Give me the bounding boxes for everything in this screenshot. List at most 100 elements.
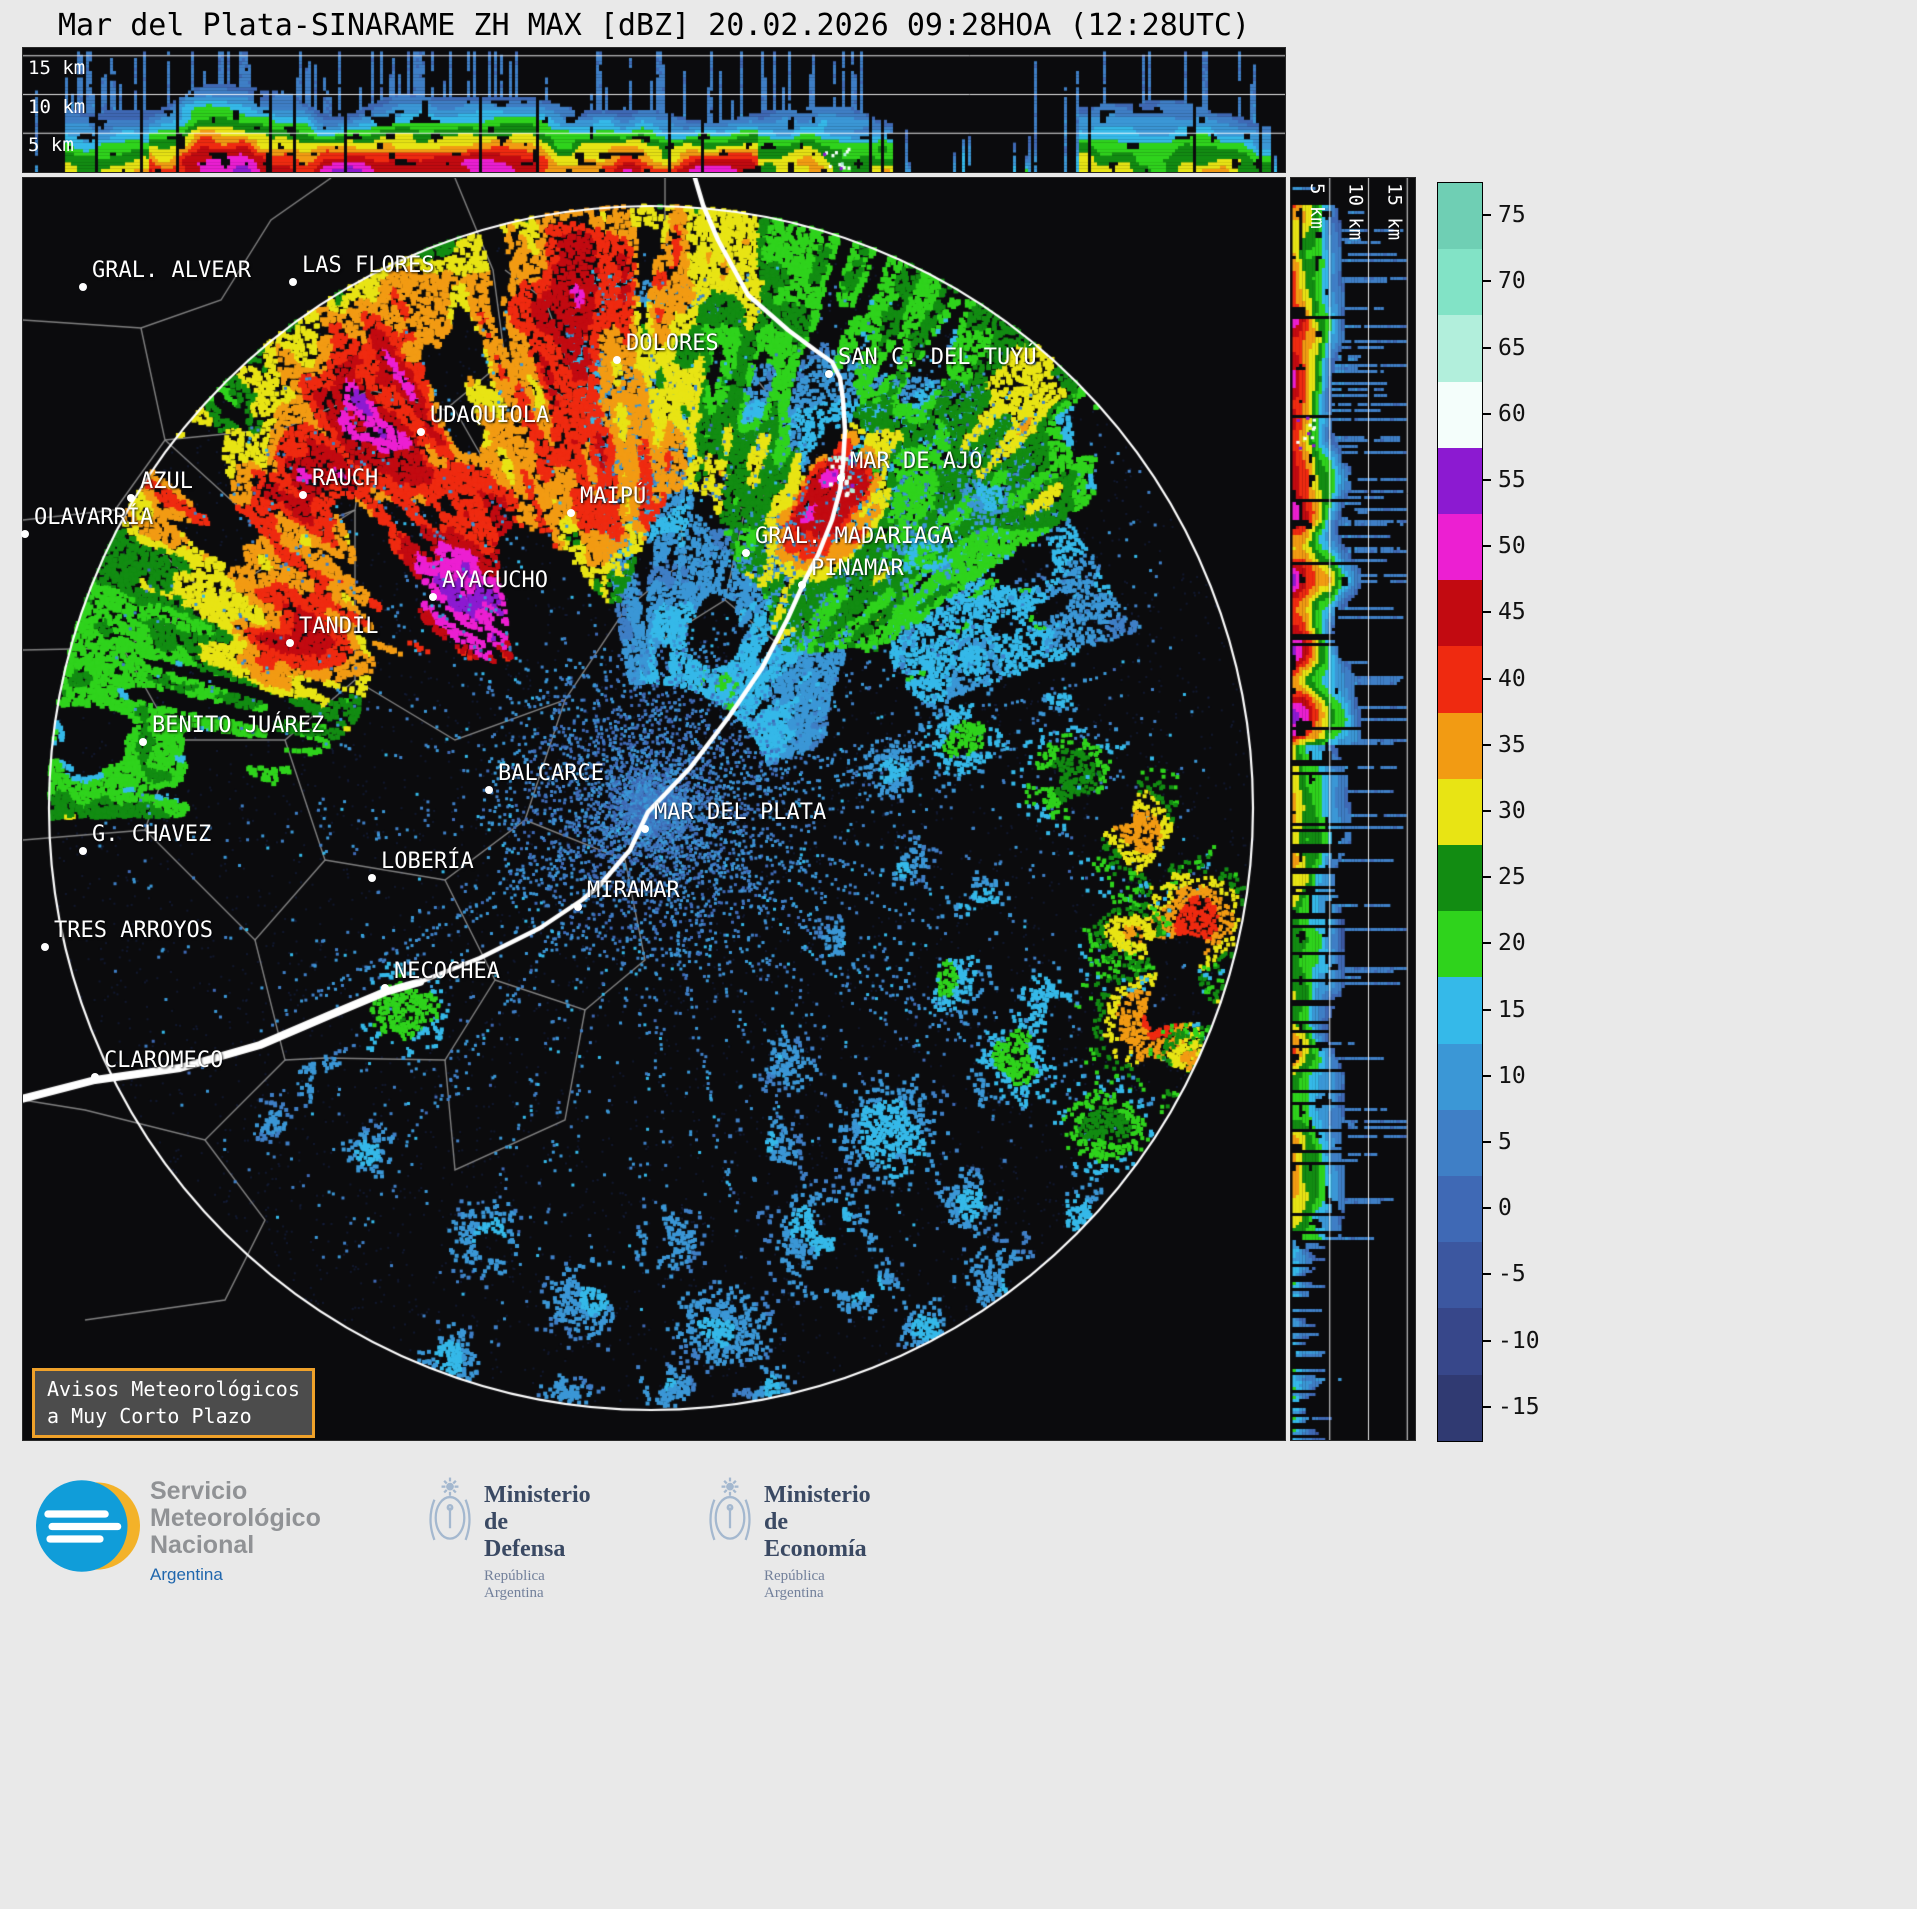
tick-value: 5 (1498, 1129, 1512, 1156)
tick-value: 75 (1498, 202, 1526, 229)
tick-value: 65 (1498, 334, 1526, 361)
colorbar-tick: 70 (1483, 268, 1526, 294)
tick-mark (1483, 1405, 1491, 1408)
colorbar-tick: 40 (1483, 666, 1526, 692)
city-dot (139, 738, 147, 746)
tick-mark (1483, 545, 1491, 548)
defensa-subtitle: República Argentina (484, 1568, 545, 1601)
height-axis-label: 10 km (1344, 183, 1367, 241)
tick-mark (1483, 1141, 1491, 1144)
tick-value: 50 (1498, 533, 1526, 560)
colorbar-segment-10 (1438, 1043, 1482, 1110)
colorbar-tick: 75 (1483, 202, 1526, 228)
colorbar-segment-75 (1438, 183, 1482, 250)
colorbar-segment-65 (1438, 315, 1482, 382)
city-dot (286, 639, 294, 647)
colorbar-tick: 60 (1483, 401, 1526, 427)
city-dot (574, 903, 582, 911)
smn-line2: Meteorológico (150, 1504, 321, 1532)
colorbar-tick: 45 (1483, 599, 1526, 625)
height-axis-label: 5 km (1305, 183, 1328, 229)
colorbar-segment--5 (1438, 1242, 1482, 1309)
city-label: BENITO JUÁREZ (152, 713, 325, 738)
city-label: OLAVARRÍA (34, 505, 154, 530)
footer: Servicio Meteorológico Nacional Argentin… (0, 1462, 1917, 1622)
defensa-emblem-icon (429, 1477, 471, 1541)
colorbar-segment--15 (1438, 1374, 1482, 1441)
tick-mark (1483, 876, 1491, 879)
defensa-wordmark: Ministerio de Defensa República Argentin… (484, 1482, 591, 1602)
colorbar-tick: -5 (1483, 1261, 1526, 1287)
colorbar-segment-20 (1438, 911, 1482, 978)
city-label: AYACUCHO (442, 568, 548, 593)
colorbar-segment-0 (1438, 1176, 1482, 1243)
cross-section-right-canvas (1290, 177, 1416, 1441)
colorbar-segment--10 (1438, 1308, 1482, 1375)
colorbar-segment-15 (1438, 977, 1482, 1044)
city-dot (289, 278, 297, 286)
tick-value: 25 (1498, 864, 1526, 891)
colorbar-tick: 25 (1483, 864, 1526, 890)
economia-subtitle: República Argentina (764, 1568, 825, 1601)
colorbar-tick: 55 (1483, 467, 1526, 493)
cross-section-top-canvas (22, 47, 1286, 173)
tick-mark (1483, 743, 1491, 746)
city-dot (299, 491, 307, 499)
economia-line2: de Economía (764, 1509, 867, 1562)
colorbar-tick: 65 (1483, 335, 1526, 361)
city-label: NECOCHEA (394, 959, 500, 984)
smn-wordmark: Servicio Meteorológico Nacional Argentin… (150, 1478, 321, 1585)
colorbar-segment-35 (1438, 712, 1482, 779)
city-label: MAR DEL PLATA (654, 800, 827, 825)
city-label: MAR DE AJÓ (850, 449, 983, 474)
city-dot (613, 356, 621, 364)
city-label: GRAL. ALVEAR (92, 258, 251, 283)
colorbar-segment-60 (1438, 381, 1482, 448)
city-dot (41, 943, 49, 951)
colorbar-segment-55 (1438, 447, 1482, 515)
colorbar-tick: 5 (1483, 1129, 1512, 1155)
colorbar (1437, 182, 1483, 1442)
city-dot (127, 494, 135, 502)
tick-mark (1483, 1207, 1491, 1210)
colorbar-tick: 15 (1483, 997, 1526, 1023)
tick-mark (1483, 280, 1491, 283)
tick-value: 20 (1498, 930, 1526, 957)
tick-value: 0 (1498, 1195, 1512, 1222)
colorbar-tick: 50 (1483, 533, 1526, 559)
city-dot (485, 786, 493, 794)
tick-mark (1483, 942, 1491, 945)
tick-value: 55 (1498, 466, 1526, 493)
city-dot (825, 370, 833, 378)
tick-mark (1483, 412, 1491, 415)
tick-mark (1483, 1074, 1491, 1077)
city-dot (837, 474, 845, 482)
city-dot (381, 984, 389, 992)
tick-mark (1483, 1339, 1491, 1342)
tick-mark (1483, 1273, 1491, 1276)
tick-value: -15 (1498, 1393, 1540, 1420)
city-label: LAS FLORES (302, 253, 435, 278)
city-dot (567, 509, 575, 517)
colorbar-segment-30 (1438, 778, 1482, 846)
tick-value: 35 (1498, 731, 1526, 758)
city-label: RAUCH (312, 466, 379, 491)
city-dot (641, 825, 649, 833)
warnings-notice-box[interactable]: Avisos Meteorológicos a Muy Corto Plazo (32, 1368, 315, 1438)
city-label: PINAMAR (811, 556, 904, 581)
smn-line3: Nacional (150, 1531, 255, 1559)
product-title: Mar del Plata-SINARAME ZH MAX [dBZ] 20.0… (57, 8, 1251, 43)
city-label: DOLORES (626, 331, 719, 356)
defensa-line2: de Defensa (484, 1509, 566, 1562)
city-dot (21, 530, 29, 538)
city-dot (79, 847, 87, 855)
radar-ppi-canvas (22, 177, 1286, 1441)
tick-value: 45 (1498, 599, 1526, 626)
city-dot (798, 581, 806, 589)
city-dot (742, 549, 750, 557)
city-dot (91, 1073, 99, 1081)
tick-mark (1483, 677, 1491, 680)
city-label: SAN C. DEL TUYÚ (838, 345, 1037, 370)
tick-value: 60 (1498, 400, 1526, 427)
